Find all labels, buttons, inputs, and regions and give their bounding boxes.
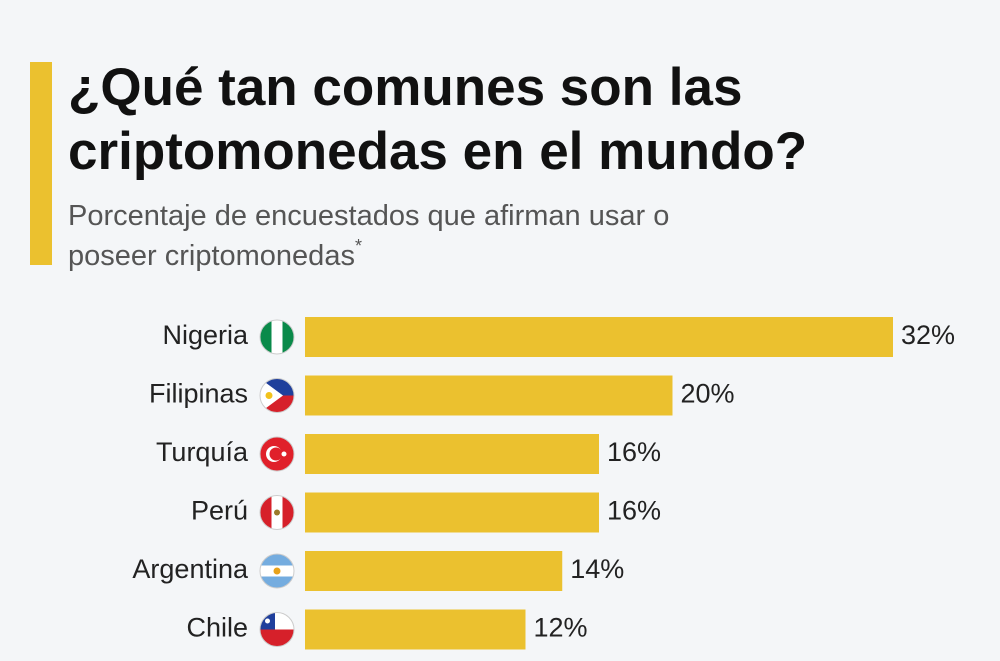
flag-part [281,451,287,457]
flag-icon [260,437,294,471]
flag-part [265,392,273,399]
subtitle-text: Porcentaje de encuestados que afirman us… [68,200,670,272]
footnote-marker: * [354,236,362,256]
flag-icon [260,612,294,647]
category-label: Chile [186,613,248,643]
category-label: Nigeria [162,320,249,350]
flag-outline [259,319,295,355]
flag-outline [259,495,295,530]
flag-part [282,495,294,530]
value-label: 16% [607,437,661,467]
flag-part [260,576,294,588]
flag-part [282,320,294,354]
flag-part [260,495,272,530]
flag-part [274,509,280,516]
flag-part [260,320,272,354]
flag-part [273,567,281,575]
flag-outline [259,612,295,647]
bar [305,492,599,533]
flag-icon [260,554,294,588]
flag-part [260,554,294,566]
accent-bar [30,62,52,265]
flag-outline [259,553,295,589]
bar [305,434,599,474]
chart-subtitle: Porcentaje de encuestados que afirman us… [68,196,763,276]
value-label: 32% [901,320,955,350]
chart-title: ¿Qué tan comunes son las criptomonedas e… [68,58,808,181]
value-label: 12% [534,613,588,643]
value-label: 16% [607,496,661,526]
flag-icon [260,378,294,413]
flag-part [265,618,270,624]
flag-part [260,629,294,647]
bar [305,609,526,650]
bar [305,375,673,416]
flag-icon [260,320,294,354]
flag-part [269,447,283,461]
flag-outline [259,378,295,413]
flag-icon [260,495,294,530]
value-label: 14% [570,554,624,584]
category-label: Filipinas [149,379,248,409]
bar [305,317,893,357]
category-label: Perú [191,496,248,526]
flag-outline [259,436,295,472]
category-label: Argentina [132,554,249,584]
bar [305,551,563,591]
category-label: Turquía [156,437,249,467]
value-label: 20% [681,379,735,409]
